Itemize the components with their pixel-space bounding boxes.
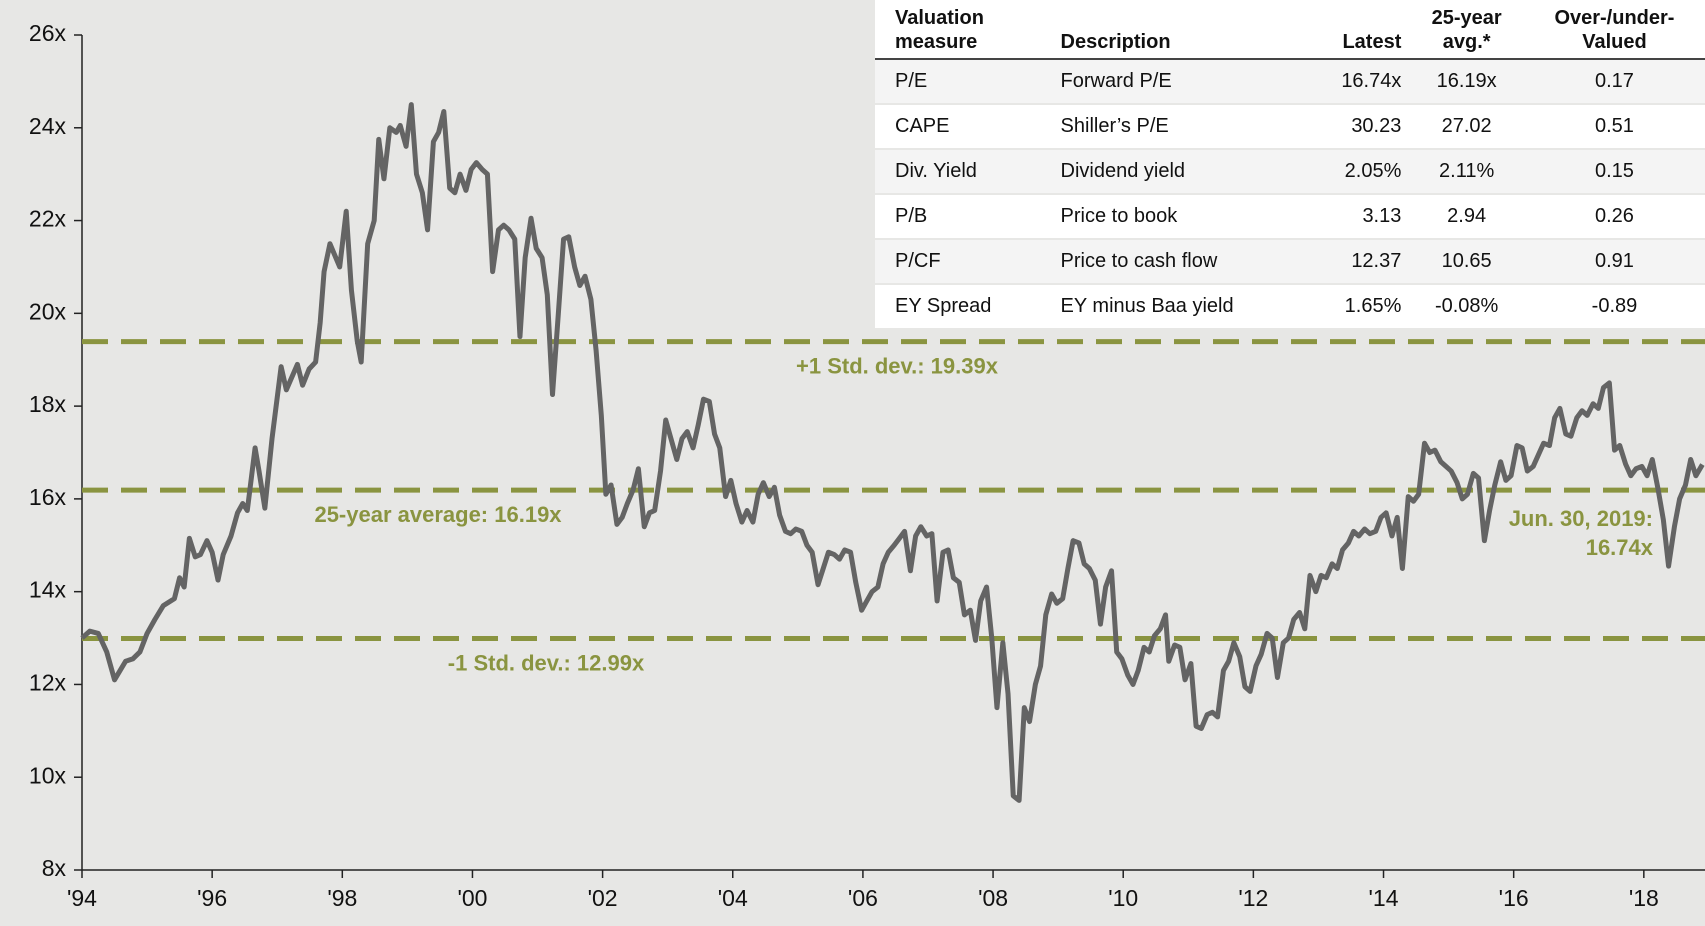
table-cell: 12.37 xyxy=(1308,238,1410,284)
table-header-cell: Description xyxy=(1040,0,1309,60)
table-cell: 3.13 xyxy=(1308,193,1410,239)
table-row: EY Spread EY minus Baa yield 1.65% -0.08% -0… xyxy=(875,283,1705,328)
header-text: measure xyxy=(895,31,978,53)
y-tick-label: 24x xyxy=(29,113,67,139)
table-cell: 1.65% xyxy=(1308,283,1410,328)
table-cell: Price to cash flow xyxy=(1040,238,1309,284)
x-tick-label: '00 xyxy=(457,885,487,911)
table-cell: Shiller’s P/E xyxy=(1040,103,1309,149)
table-cell: P/CF xyxy=(875,238,1041,284)
table-cell: 10.65 xyxy=(1409,238,1524,284)
x-tick-label: '94 xyxy=(67,885,97,911)
y-tick-label: 22x xyxy=(29,206,67,232)
header-text: Valuation xyxy=(895,7,984,29)
reference-label: -1 Std. dev.: 12.99x xyxy=(448,650,645,675)
reference-label: +1 Std. dev.: 19.39x xyxy=(796,353,999,378)
table-cell: CAPE xyxy=(875,103,1041,149)
table-cell: EY Spread xyxy=(875,283,1041,328)
table-cell: -0.08% xyxy=(1409,283,1524,328)
table-cell: -0.89 xyxy=(1523,283,1705,328)
table-cell: Dividend yield xyxy=(1040,148,1309,194)
table-cell: Forward P/E xyxy=(1040,58,1309,104)
y-tick-label: 16x xyxy=(29,484,67,510)
table-row: P/B Price to book 3.13 2.94 0.26 xyxy=(875,193,1705,239)
table-cell: 0.26 xyxy=(1523,193,1705,239)
header-text: Over-/under- xyxy=(1554,7,1675,29)
table-row: CAPE Shiller’s P/E 30.23 27.02 0.51 xyxy=(875,103,1705,149)
x-tick-label: '96 xyxy=(197,885,227,911)
table-cell: Price to book xyxy=(1040,193,1309,239)
y-tick-label: 12x xyxy=(29,670,67,696)
date-annotation: 16.74x xyxy=(1586,535,1654,560)
table-cell: 27.02 xyxy=(1409,103,1524,149)
table-cell: 0.91 xyxy=(1523,238,1705,284)
x-tick-label: '10 xyxy=(1108,885,1138,911)
table-cell: 30.23 xyxy=(1308,103,1410,149)
table-cell: 0.51 xyxy=(1523,103,1705,149)
header-text: Latest xyxy=(1342,31,1402,53)
table-header-cell: 25-year avg.* xyxy=(1409,0,1524,60)
date-annotation: Jun. 30, 2019: xyxy=(1509,506,1653,531)
x-tick-label: '18 xyxy=(1629,885,1659,911)
table-cell: 2.11% xyxy=(1409,148,1524,194)
x-tick-label: '08 xyxy=(978,885,1008,911)
table-cell: 2.05% xyxy=(1308,148,1410,194)
x-tick-label: '02 xyxy=(588,885,618,911)
table-cell: 0.15 xyxy=(1523,148,1705,194)
y-tick-label: 14x xyxy=(29,577,67,603)
pe-line xyxy=(80,102,1705,803)
x-tick-label: '06 xyxy=(848,885,878,911)
table-cell: EY minus Baa yield xyxy=(1040,283,1309,328)
y-tick-label: 10x xyxy=(29,762,67,788)
table-cell: 16.19x xyxy=(1409,58,1524,104)
x-tick-label: '14 xyxy=(1369,885,1399,911)
header-text: Valued xyxy=(1582,31,1647,53)
table-cell: 0.17 xyxy=(1523,58,1705,104)
x-tick-label: '12 xyxy=(1238,885,1268,911)
table-cell: P/E xyxy=(875,58,1041,104)
table-header-cell: Latest xyxy=(1308,0,1410,60)
table-header-cell: Valuation measure xyxy=(875,0,1041,60)
y-tick-label: 26x xyxy=(29,20,67,46)
header-text: Description xyxy=(1060,31,1171,53)
header-text: avg.* xyxy=(1442,31,1491,53)
valuation-table: Valuation measure Description Latest 25-year… xyxy=(875,0,1705,328)
table-cell: 16.74x xyxy=(1308,58,1410,104)
header-text: 25-year xyxy=(1431,7,1502,29)
y-tick-label: 18x xyxy=(29,391,67,417)
x-tick-label: '04 xyxy=(718,885,748,911)
reference-label: 25-year average: 16.19x xyxy=(314,502,562,527)
table-header: Valuation measure Description Latest 25-year… xyxy=(875,0,1705,60)
y-tick-label: 20x xyxy=(29,298,67,324)
table-row: P/E Forward P/E 16.74x 16.19x 0.17 xyxy=(875,58,1705,104)
x-tick-label: '98 xyxy=(327,885,357,911)
x-tick-label: '16 xyxy=(1499,885,1529,911)
table-cell: P/B xyxy=(875,193,1041,239)
table-row: P/CF Price to cash flow 12.37 10.65 0.91 xyxy=(875,238,1705,284)
table-header-cell: Over-/under- Valued xyxy=(1523,0,1705,60)
table-row: Div. Yield Dividend yield 2.05% 2.11% 0.15 xyxy=(875,148,1705,194)
y-tick-label: 8x xyxy=(42,855,67,881)
table-cell: Div. Yield xyxy=(875,148,1041,194)
table-cell: 2.94 xyxy=(1409,193,1524,239)
